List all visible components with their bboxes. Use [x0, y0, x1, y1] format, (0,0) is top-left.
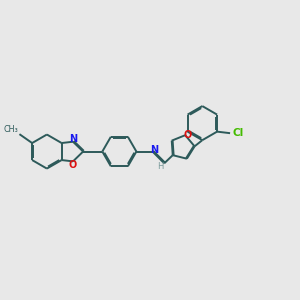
Text: Cl: Cl	[232, 128, 244, 139]
Text: H: H	[157, 162, 164, 171]
Text: CH₃: CH₃	[4, 124, 18, 134]
Text: N: N	[69, 134, 77, 144]
Text: N: N	[150, 145, 158, 155]
Text: O: O	[69, 160, 77, 170]
Text: O: O	[184, 130, 192, 140]
